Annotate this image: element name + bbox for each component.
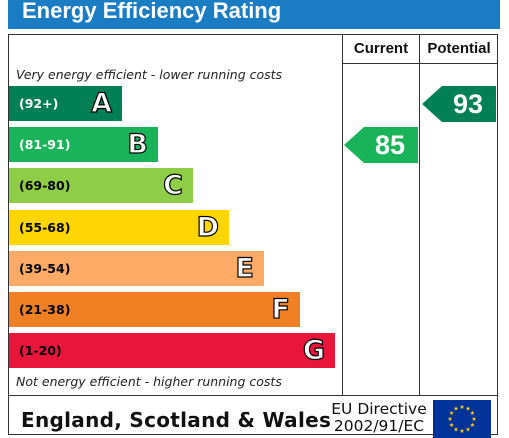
band-d-letter: D xyxy=(196,211,220,243)
band-c: (69-80) C xyxy=(9,168,193,203)
eu-flag-icon xyxy=(433,400,491,438)
band-c-letter: C xyxy=(163,169,184,201)
band-d-range: (55-68) xyxy=(19,220,71,235)
band-a-letter: A xyxy=(90,87,112,119)
band-f: (21-38) F xyxy=(9,292,300,327)
band-e: (39-54) E xyxy=(9,251,264,286)
eu-star-icon xyxy=(471,416,477,421)
band-c-range: (69-80) xyxy=(19,178,71,193)
column-potential-header: Potential xyxy=(427,40,491,57)
eu-star-icon xyxy=(470,422,475,427)
band-b: (81-91) B xyxy=(9,127,158,162)
country-label: England, Scotland & Wales xyxy=(21,408,332,432)
potential-rating-value: 93 xyxy=(452,89,484,119)
footer: England, Scotland & Wales EU Directive 2… xyxy=(8,395,498,438)
band-e-range: (39-54) xyxy=(19,261,71,276)
eu-star-icon xyxy=(449,410,454,415)
eu-star-icon xyxy=(453,426,459,432)
band-e-letter: E xyxy=(235,252,255,284)
current-rating-value: 85 xyxy=(374,130,406,160)
band-g-letter: G xyxy=(302,334,325,366)
header-divider xyxy=(342,63,498,64)
directive-line-2: 2002/91/EC xyxy=(333,417,425,435)
eu-star-icon xyxy=(453,406,459,411)
divider-current xyxy=(342,34,343,396)
band-f-letter: F xyxy=(271,293,291,325)
band-f-range: (21-38) xyxy=(19,302,71,317)
band-d: (55-68) D xyxy=(9,210,229,245)
eu-star-icon xyxy=(447,416,453,421)
column-current-header: Current xyxy=(353,40,409,57)
eu-star-icon xyxy=(449,422,454,427)
divider-potential xyxy=(419,34,420,396)
eu-star-icon xyxy=(459,404,465,409)
page-title: Energy Efficiency Rating xyxy=(8,0,500,29)
directive-line-1: EU Directive xyxy=(331,400,427,418)
band-g-range: (1-20) xyxy=(19,343,62,358)
eu-star-icon xyxy=(470,410,475,415)
band-a-range: (92+) xyxy=(19,96,59,111)
band-a: (92+) A xyxy=(9,86,122,121)
eu-star-icon xyxy=(465,406,471,411)
band-b-range: (81-91) xyxy=(19,137,71,152)
band-b-letter: B xyxy=(127,128,149,160)
note-top: Very energy efficient - lower running co… xyxy=(16,67,283,82)
eu-star-icon xyxy=(465,426,471,432)
note-bottom: Not energy efficient - higher running co… xyxy=(16,374,282,389)
band-g: (1-20) G xyxy=(9,333,335,368)
